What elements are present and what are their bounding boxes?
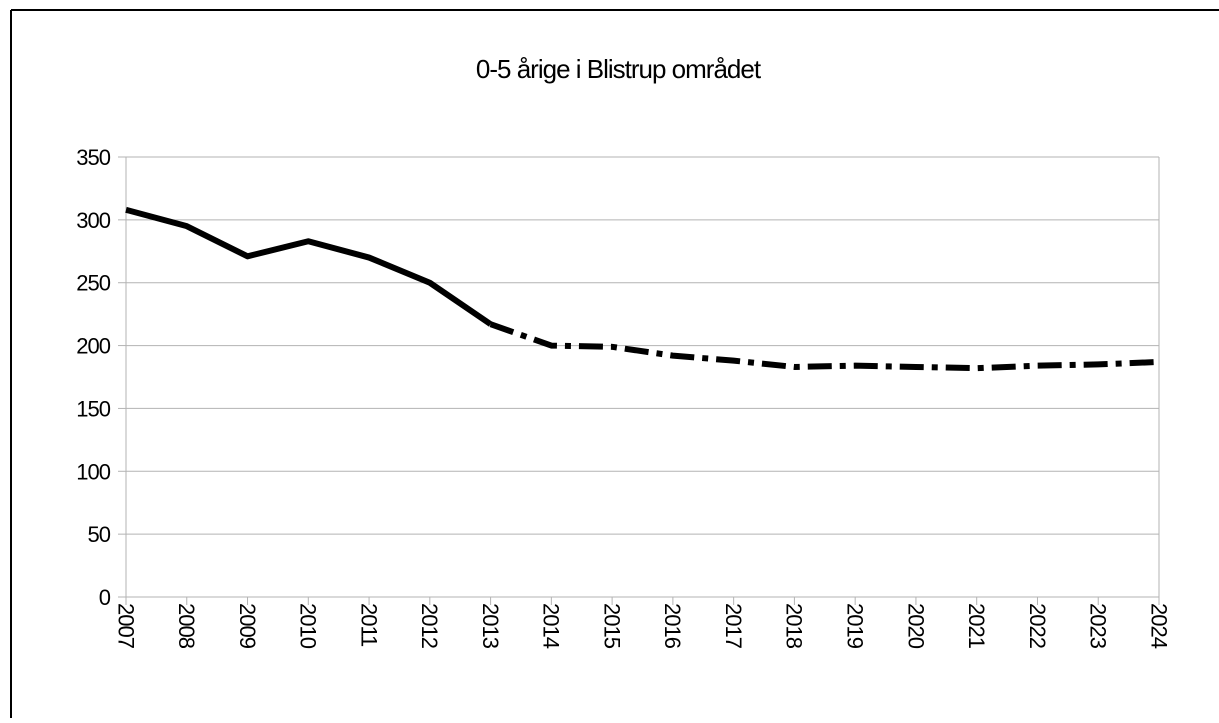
y-tick-label: 250 xyxy=(76,271,110,296)
x-tick-label: 2013 xyxy=(478,603,503,649)
x-tick-label: 2012 xyxy=(417,603,442,649)
y-tick-label: 200 xyxy=(76,334,110,359)
x-tick-label: 2010 xyxy=(296,603,321,649)
x-tick-label: 2017 xyxy=(721,603,746,649)
x-tick-label: 2007 xyxy=(113,603,138,649)
line-series xyxy=(489,321,1160,372)
x-tick-label: 2021 xyxy=(964,603,989,649)
x-tick-label: 2011 xyxy=(356,603,381,647)
x-tick-label: 2022 xyxy=(1025,603,1050,649)
x-tick-label: 2024 xyxy=(1146,603,1171,649)
x-tick-label: 2014 xyxy=(539,603,564,649)
x-tick-label: 2019 xyxy=(842,603,867,649)
line-series xyxy=(125,206,493,327)
y-tick-label: 150 xyxy=(76,396,110,421)
y-tick-label: 100 xyxy=(76,459,110,484)
y-tick-label: 0 xyxy=(99,585,111,610)
y-tick-label: 50 xyxy=(88,522,111,547)
x-tick-label: 2016 xyxy=(660,603,685,649)
x-tick-label: 2015 xyxy=(599,603,624,649)
chart-title: 0-5 årige i Blistrup området xyxy=(476,54,762,84)
y-tick-label: 300 xyxy=(76,208,110,233)
x-tick-label: 2009 xyxy=(235,603,260,649)
x-tick-label: 2020 xyxy=(903,603,928,649)
x-tick-label: 2008 xyxy=(174,603,199,649)
x-tick-label: 2023 xyxy=(1086,603,1111,649)
y-tick-label: 350 xyxy=(76,145,110,170)
x-tick-label: 2018 xyxy=(782,603,807,649)
